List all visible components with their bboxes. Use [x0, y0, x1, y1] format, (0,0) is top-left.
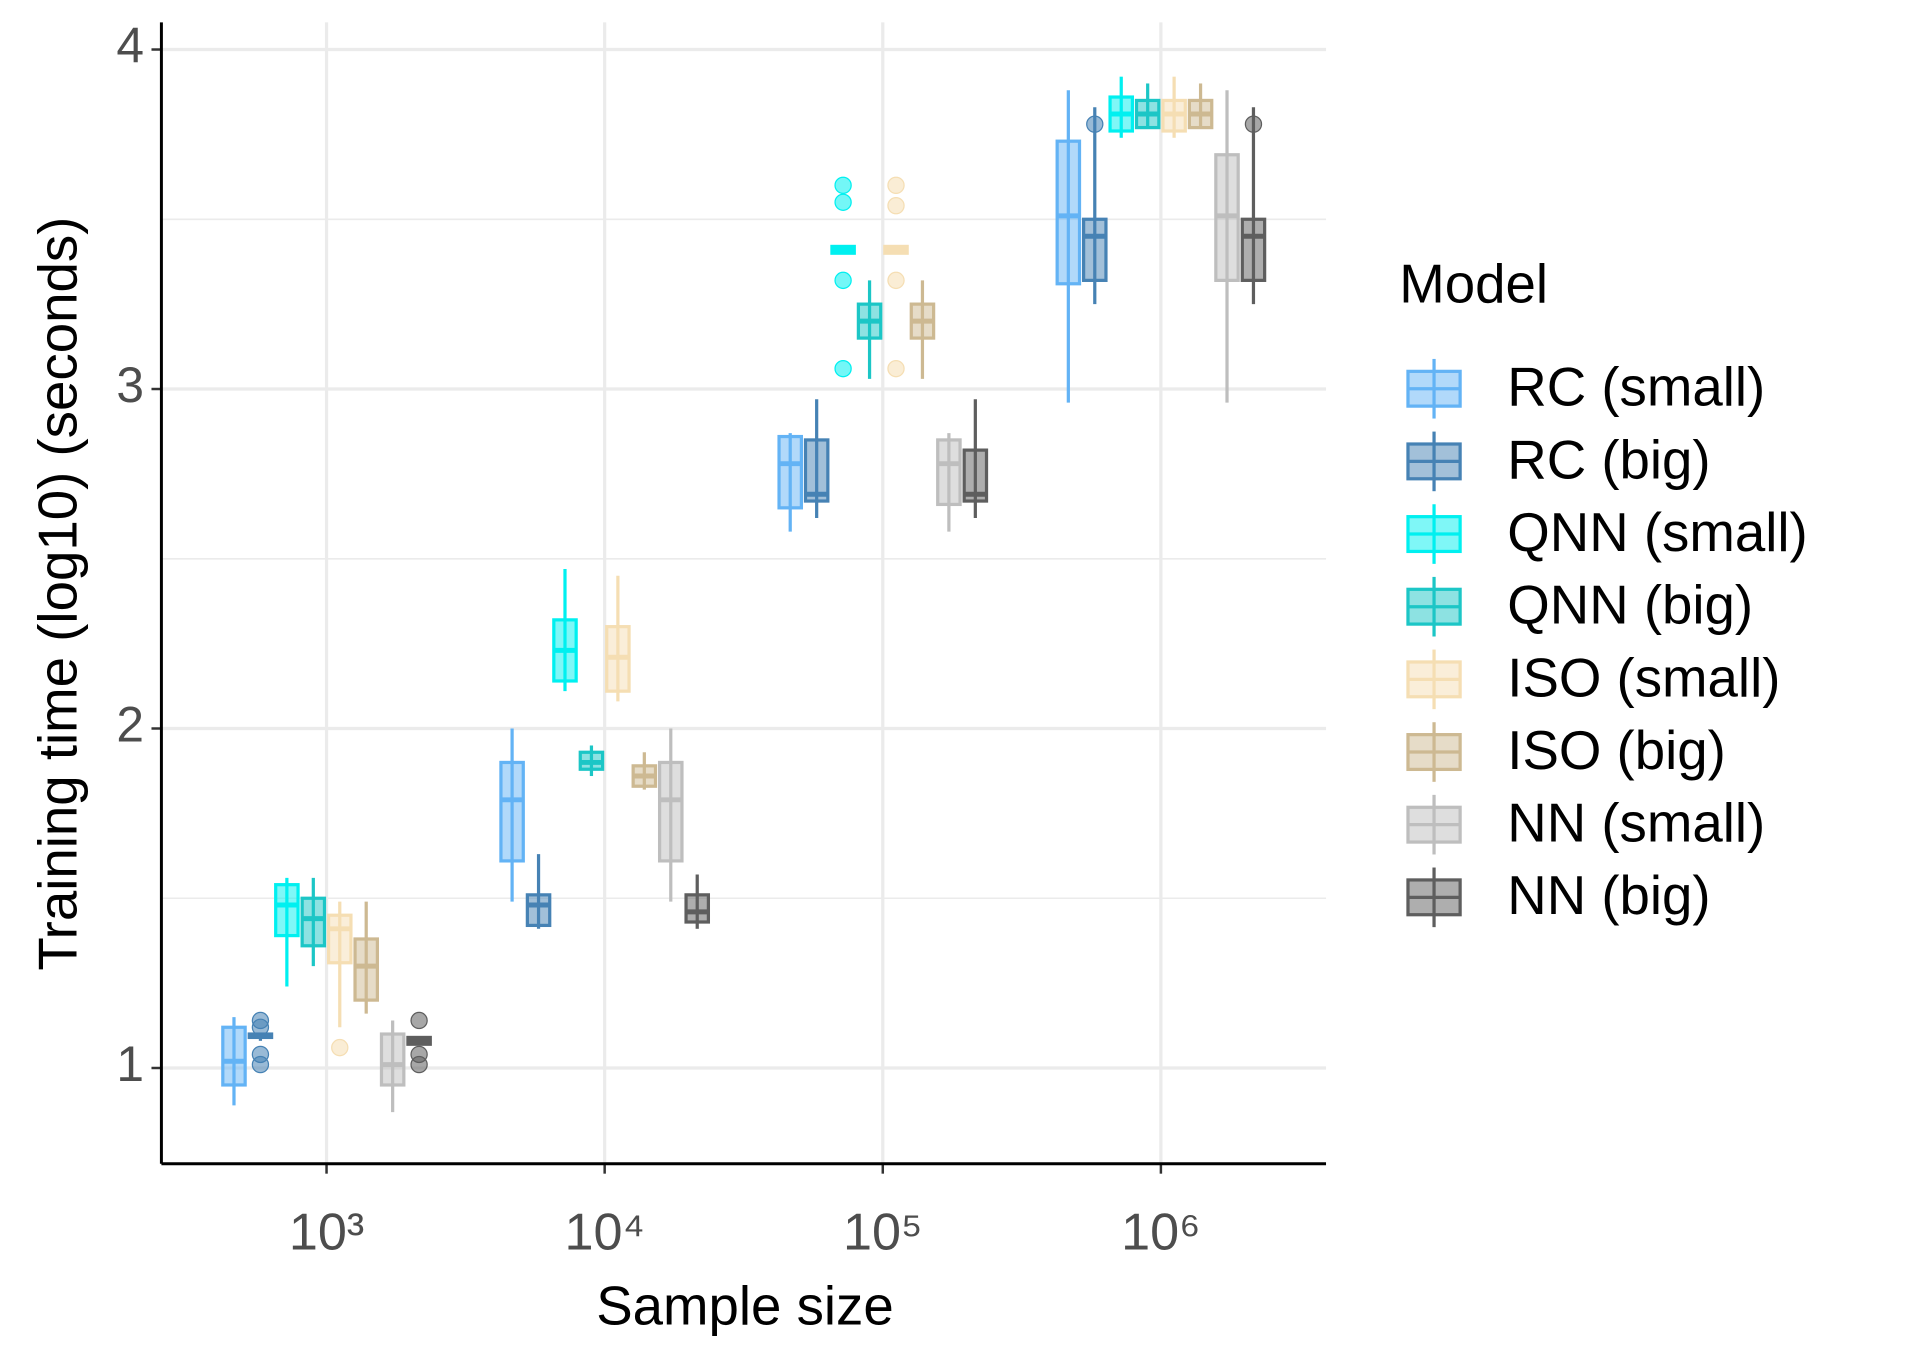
box-group	[326, 901, 353, 1057]
box-group	[300, 877, 327, 967]
box	[803, 438, 830, 503]
legend-title: Model	[1399, 254, 1548, 315]
legend-label: RC (small)	[1507, 357, 1765, 418]
outlier	[331, 1038, 349, 1057]
y-tick-label: 2	[116, 697, 144, 753]
legend-label: ISO (small)	[1507, 647, 1780, 708]
legend-label: QNN (big)	[1507, 575, 1753, 636]
box-group	[936, 433, 962, 532]
outlier	[1086, 115, 1104, 133]
box	[1081, 217, 1108, 282]
box-group	[578, 745, 605, 777]
box-group	[221, 1017, 247, 1106]
outlier	[1244, 115, 1263, 133]
box	[1240, 217, 1267, 282]
y-tick-label: 3	[116, 357, 144, 413]
outlier	[834, 193, 852, 211]
box-group	[1161, 76, 1187, 138]
box-group	[1108, 76, 1135, 138]
box-group	[657, 728, 684, 902]
box-group	[1240, 107, 1267, 305]
y-tick-label: 1	[116, 1036, 144, 1092]
outlier	[834, 359, 852, 378]
outlier	[887, 359, 905, 378]
outlier	[887, 176, 905, 195]
box-group	[1214, 90, 1240, 403]
outlier	[834, 271, 852, 290]
box-group	[1055, 90, 1082, 403]
outlier	[834, 176, 852, 195]
x-axis-title: Sample size	[596, 1276, 893, 1337]
box-group	[1187, 83, 1214, 130]
box-group	[1134, 83, 1161, 130]
x-tick-label: 10⁴	[564, 1204, 644, 1262]
y-tick-label: 4	[116, 18, 144, 74]
box	[300, 896, 327, 948]
box-group	[856, 280, 883, 379]
box-group	[406, 1011, 432, 1074]
box	[777, 434, 804, 510]
box-group	[830, 176, 856, 378]
legend-label: RC (big)	[1507, 429, 1710, 490]
box-group	[379, 1020, 406, 1113]
y-axis-title: Training time (log10) (seconds)	[28, 217, 89, 971]
legend-label: QNN (small)	[1507, 502, 1807, 563]
box	[379, 1032, 406, 1087]
box-group	[631, 752, 658, 790]
x-tick-label: 10³	[289, 1204, 364, 1262]
box-group	[1081, 107, 1108, 305]
outlier	[251, 1018, 270, 1036]
x-tick-label: 10⁶	[1121, 1204, 1200, 1262]
box-group	[605, 575, 631, 702]
box-group	[962, 399, 989, 519]
outlier	[251, 1055, 270, 1074]
box-group	[777, 433, 804, 532]
box	[657, 760, 684, 863]
box-group	[499, 728, 525, 902]
box	[684, 893, 711, 924]
box	[326, 913, 353, 965]
box-group	[684, 874, 711, 929]
x-tick-label: 10⁵	[843, 1204, 923, 1262]
box	[499, 760, 525, 863]
box-group	[274, 877, 300, 987]
box-group	[909, 280, 936, 379]
box-group	[525, 854, 552, 929]
box-group	[552, 568, 578, 692]
box-group	[247, 1011, 274, 1074]
box	[353, 937, 379, 1002]
box	[274, 883, 300, 938]
outlier	[410, 1011, 428, 1030]
box-group	[353, 901, 379, 1014]
outlier	[410, 1055, 428, 1074]
box	[221, 1025, 247, 1087]
outlier	[887, 196, 905, 215]
box	[962, 448, 989, 503]
legend-label: NN (small)	[1507, 793, 1765, 854]
box	[936, 438, 962, 507]
legend-label: ISO (big)	[1507, 720, 1726, 781]
box	[1055, 139, 1082, 286]
legend-label: NN (big)	[1507, 865, 1710, 926]
box-group	[803, 399, 830, 519]
box-group	[883, 176, 909, 378]
box	[525, 893, 552, 928]
outlier	[887, 271, 905, 290]
